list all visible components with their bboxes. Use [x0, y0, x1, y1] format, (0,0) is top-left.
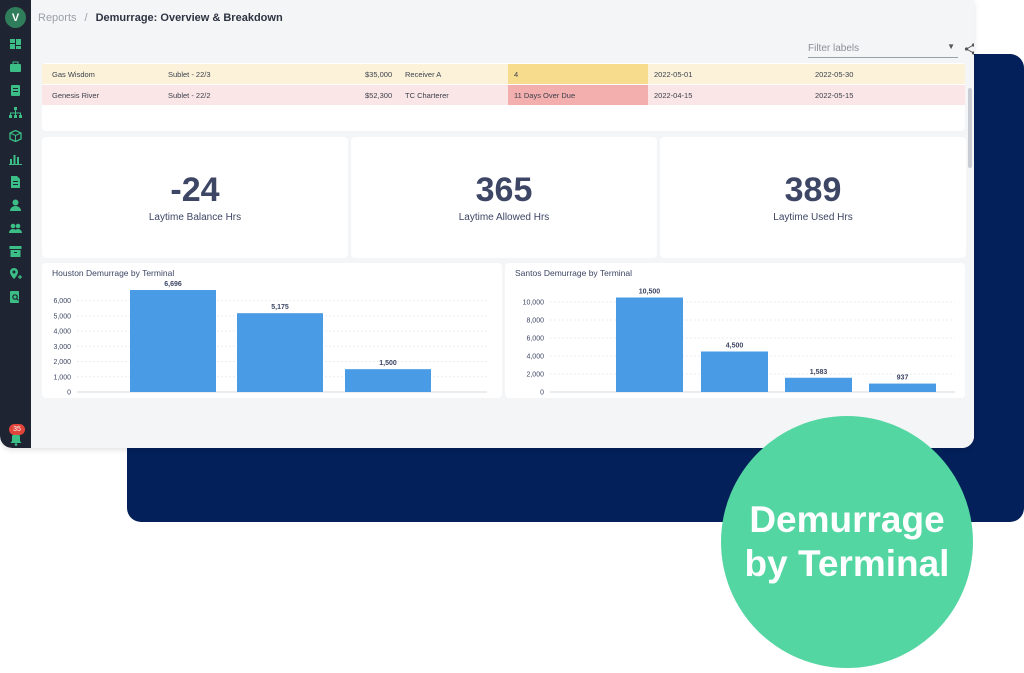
cube-icon[interactable]	[9, 130, 22, 142]
sidebar: V 35	[0, 0, 31, 448]
y-tick-label: 0	[67, 390, 71, 397]
table-row[interactable]: Gas Wisdom Sublet - 22/3 $35,000 Receive…	[42, 64, 965, 84]
archive-icon[interactable]	[9, 245, 22, 257]
filter-labels-input[interactable]: Filter labels ▼	[808, 40, 958, 58]
bar	[785, 377, 852, 392]
bar	[130, 290, 216, 392]
app-window: V 35 Reports / Demurrage: Overview & Bre…	[0, 0, 974, 448]
cell-vessel: Gas Wisdom	[52, 70, 95, 79]
cell-status: 11 Days Over Due	[508, 85, 648, 105]
breadcrumb: Reports / Demurrage: Overview & Breakdow…	[38, 12, 283, 24]
report-search-icon[interactable]	[9, 291, 22, 303]
cell-amount: $35,000	[365, 70, 393, 79]
kpi-label: Laytime Allowed Hrs	[458, 212, 550, 223]
kpi-value: -24	[170, 171, 220, 209]
y-tick-label: 8,000	[526, 318, 544, 325]
bar	[345, 369, 431, 392]
bar	[237, 313, 323, 392]
kpi-card-laytime-balance: -24 Laytime Balance Hrs	[42, 137, 348, 258]
table-row[interactable]: Genesis River Sublet - 22/2 $52,300 TC C…	[42, 85, 965, 105]
kpi-label: Laytime Used Hrs	[773, 212, 853, 223]
notification-badge: 35	[9, 424, 25, 435]
dashboard-icon[interactable]	[9, 38, 22, 50]
cell-end-date: 2022-05-15	[815, 91, 854, 100]
org-chart-icon[interactable]	[9, 107, 22, 119]
kpi-value: 389	[784, 171, 842, 209]
data-label: 6,696	[164, 281, 182, 288]
breadcrumb-separator: /	[84, 12, 88, 24]
y-tick-label: 1,000	[53, 374, 71, 381]
santos-chart-card: Santos Demurrage by Terminal 0 2,000 4,000…	[505, 263, 965, 398]
data-label: 10,500	[639, 289, 661, 296]
y-tick-label: 6,000	[526, 336, 544, 343]
kpi-card-laytime-allowed: 365 Laytime Allowed Hrs	[351, 137, 657, 258]
data-label: 937	[897, 375, 909, 382]
y-tick-label: 5,000	[53, 313, 71, 320]
data-label: 5,175	[271, 304, 289, 311]
clipboard-icon[interactable]	[9, 84, 22, 96]
data-label: 1,583	[810, 369, 828, 376]
bar-chart-icon[interactable]	[9, 153, 22, 165]
data-label: 1,500	[379, 360, 397, 367]
bar	[701, 351, 768, 392]
data-label: 4,500	[726, 343, 744, 350]
scrollbar[interactable]	[968, 88, 972, 168]
y-tick-label: 4,000	[53, 329, 71, 336]
share-icon[interactable]	[964, 42, 974, 55]
cell-amount: $52,300	[365, 91, 393, 100]
chart-title: Houston Demurrage by Terminal	[52, 268, 175, 278]
bell-icon[interactable]	[9, 432, 23, 446]
y-tick-label: 2,000	[526, 372, 544, 379]
chart-svg: 0 1,000 2,000 3,000 4,000 5,000 6,000 6,696 5,17…	[53, 281, 487, 397]
cell-party: Receiver A	[405, 70, 442, 79]
promo-line-2: by Terminal	[744, 543, 950, 584]
filter-placeholder: Filter labels	[808, 43, 860, 54]
kpi-value: 365	[475, 171, 533, 209]
y-tick-label: 10,000	[523, 300, 545, 307]
cell-vessel: Genesis River	[52, 91, 100, 100]
promo-line-1: Demurrage	[749, 499, 945, 540]
bar	[869, 383, 936, 392]
cell-status: 4	[508, 64, 648, 84]
cell-start-date: 2022-05-01	[654, 70, 693, 79]
main-content: Reports / Demurrage: Overview & Breakdow…	[31, 0, 974, 448]
document-icon[interactable]	[9, 176, 22, 188]
demurrage-table: Gas Wisdom Sublet - 22/3 $35,000 Receive…	[42, 63, 965, 131]
kpi-card-laytime-used: 389 Laytime Used Hrs	[660, 137, 966, 258]
cell-contract: Sublet - 22/3	[168, 70, 211, 79]
y-tick-label: 2,000	[53, 359, 71, 366]
app-logo[interactable]: V	[5, 7, 26, 28]
y-tick-label: 4,000	[526, 354, 544, 361]
page-title: Demurrage: Overview & Breakdown	[95, 12, 283, 24]
y-tick-label: 6,000	[53, 298, 71, 305]
y-tick-label: 0	[540, 390, 544, 397]
chart-title: Santos Demurrage by Terminal	[515, 268, 633, 278]
chart-svg: 0 2,000 4,000 6,000 8,000 10,000 10,500 4,500 1,…	[523, 289, 955, 397]
breadcrumb-root[interactable]: Reports	[38, 12, 77, 24]
bar	[616, 297, 683, 392]
chevron-down-icon[interactable]: ▼	[947, 42, 955, 51]
houston-chart-card: Houston Demurrage by Terminal 0 1,000 2,00…	[42, 263, 502, 398]
map-pin-icon[interactable]	[9, 268, 22, 280]
briefcase-icon[interactable]	[9, 61, 22, 73]
cell-party: TC Charterer	[405, 91, 449, 100]
user-icon[interactable]	[9, 199, 22, 211]
cell-end-date: 2022-05-30	[815, 70, 854, 79]
cell-contract: Sublet - 22/2	[168, 91, 211, 100]
y-tick-label: 3,000	[53, 344, 71, 351]
kpi-label: Laytime Balance Hrs	[148, 212, 242, 223]
cell-start-date: 2022-04-15	[654, 91, 693, 100]
promo-bubble: Demurrage by Terminal	[721, 416, 973, 668]
users-icon[interactable]	[9, 222, 22, 234]
